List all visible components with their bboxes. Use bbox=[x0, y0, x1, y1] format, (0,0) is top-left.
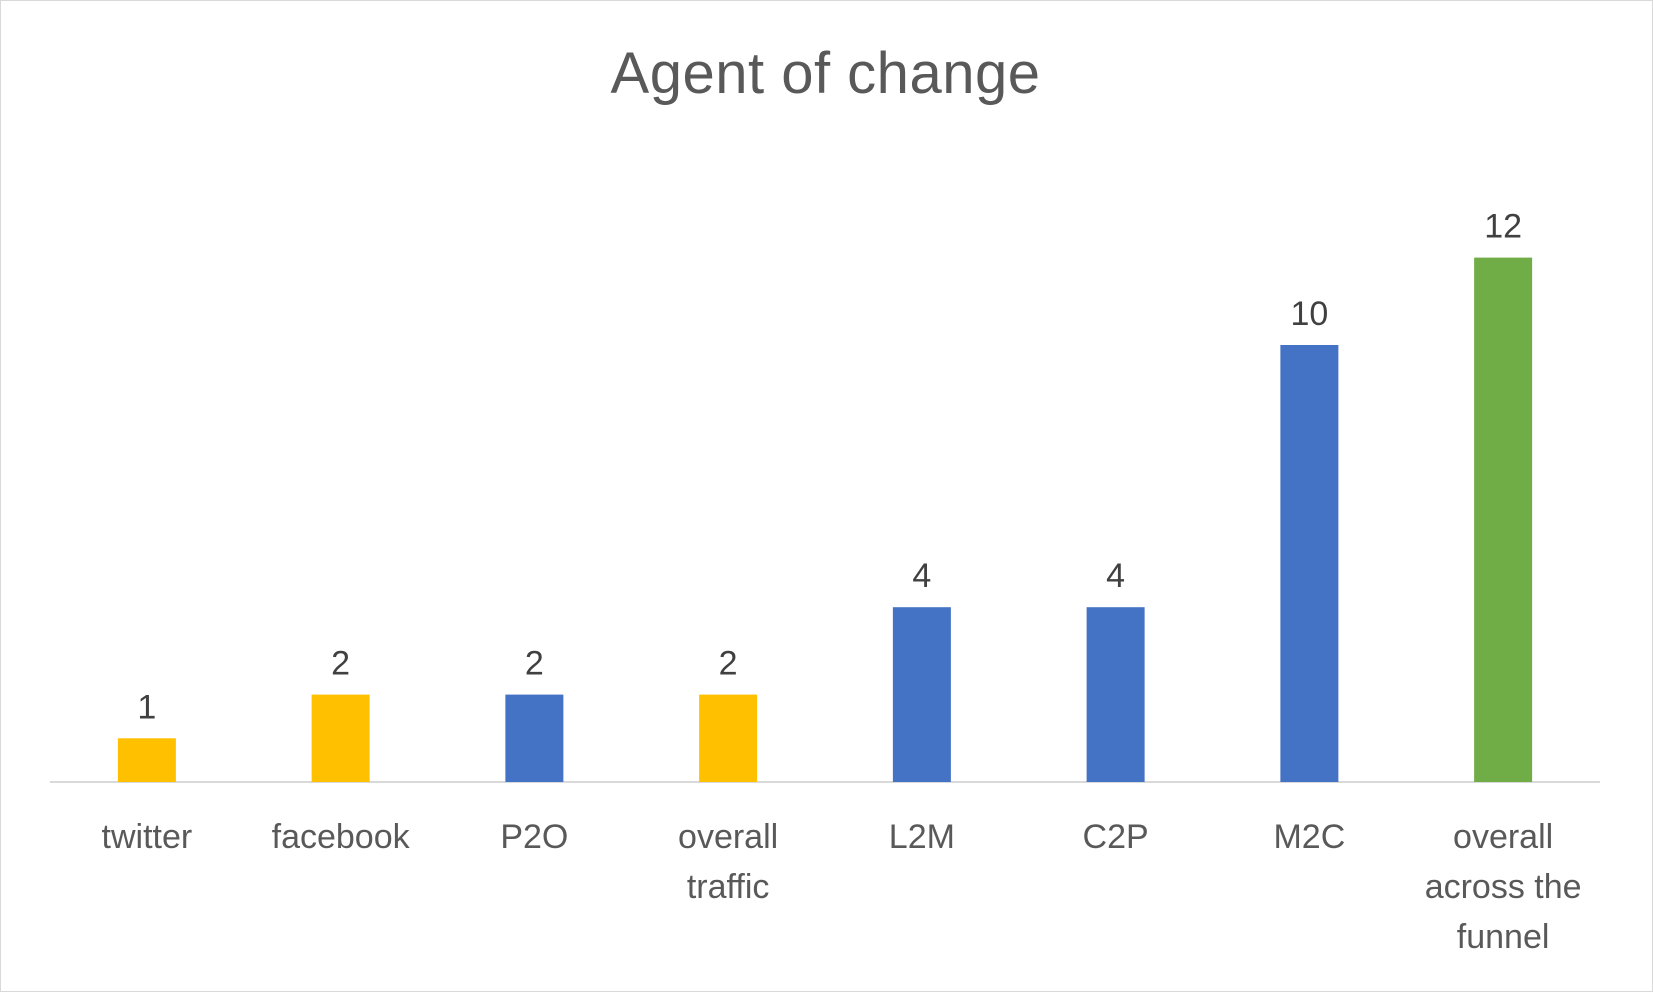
chart-title: Agent of change bbox=[610, 41, 1041, 106]
tick-label-line: facebook bbox=[272, 818, 411, 856]
tick-label-2: P2O bbox=[500, 818, 568, 856]
tick-label-line: overall bbox=[678, 818, 778, 856]
bar-6 bbox=[1280, 345, 1339, 782]
tick-label-line: funnel bbox=[1457, 918, 1550, 956]
data-label-5: 4 bbox=[1106, 557, 1125, 595]
tick-label-0: twitter bbox=[102, 818, 193, 856]
tick-label-5: C2P bbox=[1083, 818, 1149, 856]
bar-0 bbox=[117, 738, 176, 782]
bar-2 bbox=[505, 694, 564, 782]
tick-label-line: P2O bbox=[500, 818, 568, 856]
tick-label-6: M2C bbox=[1273, 818, 1345, 856]
data-label-0: 1 bbox=[137, 688, 156, 726]
tick-label-7: overall across the funnel bbox=[1425, 818, 1582, 956]
tick-label-3: overall traffic bbox=[678, 818, 778, 906]
tick-label-line: traffic bbox=[687, 868, 770, 906]
data-label-1: 2 bbox=[331, 645, 350, 683]
tick-label-1: facebook bbox=[272, 818, 411, 856]
tick-label-4: L2M bbox=[889, 818, 955, 856]
data-label-3: 2 bbox=[719, 645, 738, 683]
data-label-6: 10 bbox=[1290, 295, 1328, 333]
data-label-2: 2 bbox=[525, 645, 544, 683]
tick-label-line: across the bbox=[1425, 868, 1582, 906]
data-label-7: 12 bbox=[1484, 208, 1522, 246]
tick-label-line: M2C bbox=[1273, 818, 1345, 856]
bar-3 bbox=[699, 694, 758, 782]
tick-label-line: twitter bbox=[102, 818, 193, 856]
bar-7 bbox=[1474, 257, 1533, 783]
bar-5 bbox=[1086, 607, 1145, 782]
data-label-4: 4 bbox=[912, 557, 931, 595]
tick-label-line: C2P bbox=[1083, 818, 1149, 856]
tick-label-line: L2M bbox=[889, 818, 955, 856]
tick-label-line: overall bbox=[1453, 818, 1553, 856]
bar-4 bbox=[892, 607, 951, 782]
bar-1 bbox=[311, 694, 370, 782]
